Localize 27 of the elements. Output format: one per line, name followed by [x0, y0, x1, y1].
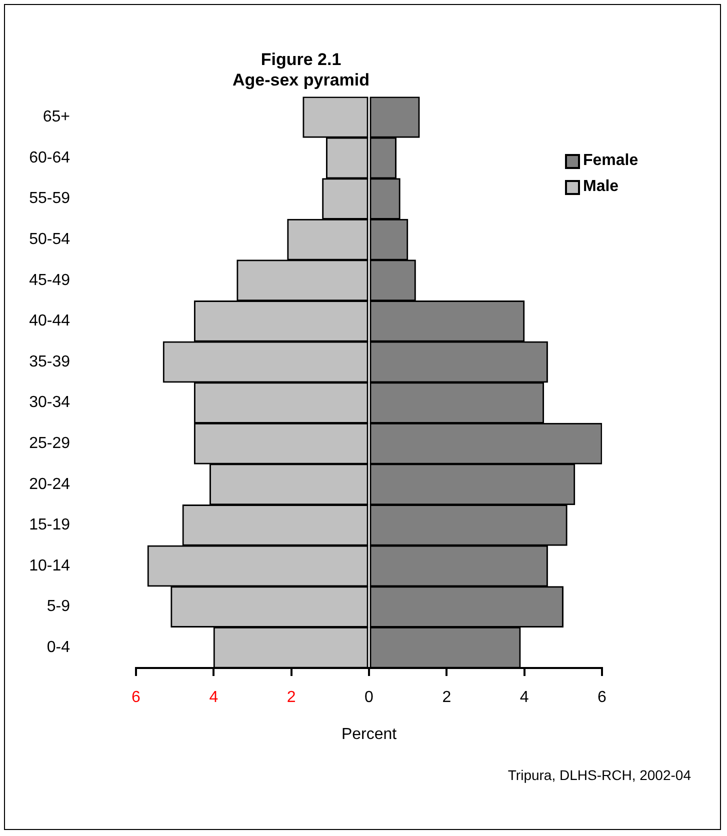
x-tick-label: 2 — [442, 689, 452, 706]
chart-title: Figure 2.1 — [260, 50, 342, 69]
y-tick-label: 35-39 — [29, 353, 70, 370]
chart-subtitle: Age-sex pyramid — [232, 70, 370, 90]
y-tick-label: 55-59 — [29, 190, 70, 208]
y-tick-label: 60-64 — [29, 149, 70, 166]
y-tick-label: 0-4 — [46, 639, 70, 656]
legend-label: Female — [583, 152, 638, 170]
x-tick-label: 6 — [598, 689, 607, 706]
y-tick-label: 10-14 — [29, 557, 70, 574]
y-tick-label: 5-9 — [46, 598, 70, 616]
y-tick-label: 15-19 — [29, 516, 70, 534]
x-axis-title: Percent — [341, 726, 398, 743]
x-tick-label: 4 — [520, 689, 529, 706]
y-tick-label: 50-54 — [29, 231, 70, 248]
y-tick-label: 45-49 — [29, 272, 70, 289]
y-tick-label: 65+ — [42, 108, 70, 126]
x-tick-label: 2 — [286, 689, 296, 706]
y-tick-label: 20-24 — [29, 476, 70, 493]
y-tick-label: 30-34 — [29, 394, 70, 412]
x-tick-label: 4 — [209, 689, 218, 706]
text: Tripura, DLHS-RCH, 2002-04 — [508, 767, 691, 783]
y-tick-label: 25-29 — [29, 435, 70, 452]
x-tick-label: 0 — [364, 689, 374, 706]
legend-label: Male — [583, 178, 619, 196]
x-tick-label: 6 — [132, 689, 141, 706]
y-tick-label: 40-44 — [29, 312, 70, 330]
